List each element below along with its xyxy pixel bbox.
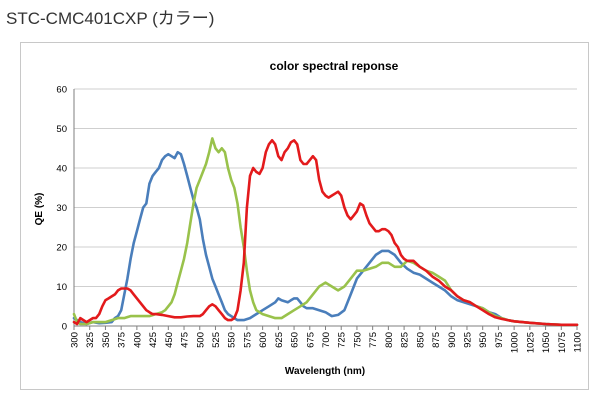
x-tick-label: 325 <box>85 332 96 348</box>
y-tick-label: 0 <box>62 322 67 333</box>
grid-lines <box>74 88 577 287</box>
x-tick-label: 525 <box>211 332 222 348</box>
x-tick-label: 1025 <box>525 332 536 353</box>
x-tick-label: 700 <box>321 332 332 348</box>
x-tick-label: 300 <box>70 332 81 348</box>
x-tick-label: 600 <box>258 332 269 348</box>
y-tick-label: 20 <box>56 243 67 254</box>
x-tick-label: 500 <box>195 332 206 348</box>
series-line-2 <box>72 137 579 327</box>
x-tick-label: 1000 <box>510 332 521 353</box>
series-lines <box>72 137 579 327</box>
x-tick-labels: 300 325 350 375 400 425 450 475 500 525 550 575 600 6… <box>70 332 584 353</box>
series-line-1 <box>72 150 579 327</box>
page-heading: STC-CMC401CXP (カラー) <box>6 9 215 28</box>
x-tick-label: 950 <box>478 332 489 348</box>
x-tick-label: 375 <box>117 332 128 348</box>
y-tick-label: 10 <box>56 282 67 293</box>
x-tick-label: 400 <box>132 332 143 348</box>
x-tick-label: 450 <box>164 332 175 348</box>
x-tick-label: 825 <box>400 332 411 348</box>
y-tick-label: 40 <box>56 164 67 175</box>
x-tick-label: 475 <box>180 332 191 348</box>
x-tick-label: 650 <box>290 332 301 348</box>
x-tick-label: 675 <box>305 332 316 348</box>
chart-title: color spectral reponse <box>270 59 399 73</box>
x-tick-label: 1075 <box>557 332 568 353</box>
x-tick-label: 725 <box>337 332 348 348</box>
y-tick-label: 60 <box>56 85 67 96</box>
x-tick-label: 925 <box>462 332 473 348</box>
x-tick-label: 575 <box>242 332 253 348</box>
x-axis-title: Wavelength (nm) <box>285 366 365 377</box>
x-tick-label: 550 <box>227 332 238 348</box>
x-tick-label: 975 <box>494 332 505 348</box>
x-tick-label: 425 <box>148 332 159 348</box>
x-tick-label: 775 <box>368 332 379 348</box>
y-axis-title: QE (%) <box>34 193 45 226</box>
x-tick-label: 1050 <box>541 332 552 353</box>
x-tick-label: 875 <box>431 332 442 348</box>
x-tick-label: 750 <box>352 332 363 348</box>
x-tick-label: 625 <box>274 332 285 348</box>
y-tick-labels: 0 10 20 30 40 50 60 <box>56 85 67 333</box>
x-tick-label: 350 <box>101 332 112 348</box>
y-tick-label: 30 <box>56 203 67 214</box>
series-line-3 <box>72 139 579 327</box>
axes <box>73 89 578 330</box>
x-tick-label: 1100 <box>573 332 584 352</box>
y-tick-label: 50 <box>56 124 67 135</box>
x-tick-label: 900 <box>447 332 458 348</box>
chart-frame <box>20 42 589 390</box>
x-tick-label: 800 <box>384 332 395 348</box>
x-tick-label: 850 <box>415 332 426 348</box>
